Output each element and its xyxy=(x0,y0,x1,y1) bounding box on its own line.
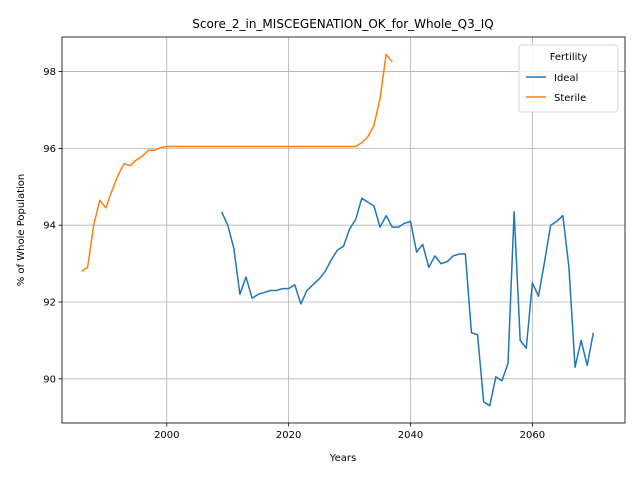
x-axis-label: Years xyxy=(329,453,356,464)
x-tick-label: 2000 xyxy=(154,430,179,441)
series-layer xyxy=(81,53,595,407)
legend: Fertility Ideal Sterile xyxy=(518,44,619,113)
chart-title: Score_2_in_MISCEGENATION_OK_for_Whole_Q3… xyxy=(192,17,494,31)
series-line-ideal xyxy=(220,197,595,407)
x-axis: 2000 2020 2040 2060 xyxy=(154,423,545,441)
series-line-sterile xyxy=(81,53,393,272)
legend-label-ideal: Ideal xyxy=(554,73,578,84)
legend-label-sterile: Sterile xyxy=(554,93,586,104)
legend-box xyxy=(518,44,619,113)
y-tick-label: 92 xyxy=(43,298,56,309)
y-axis: 90 92 94 96 98 xyxy=(43,67,62,385)
x-tick-label: 2020 xyxy=(276,430,301,441)
legend-title: Fertility xyxy=(550,52,588,63)
x-tick-label: 2040 xyxy=(398,430,423,441)
y-axis-label: % of Whole Population xyxy=(16,174,27,287)
y-tick-label: 96 xyxy=(43,144,56,155)
x-tick-label: 2060 xyxy=(520,430,545,441)
y-tick-label: 94 xyxy=(43,221,56,232)
y-tick-label: 90 xyxy=(43,374,56,385)
plot-frame xyxy=(61,36,626,424)
y-tick-label: 98 xyxy=(43,67,56,78)
